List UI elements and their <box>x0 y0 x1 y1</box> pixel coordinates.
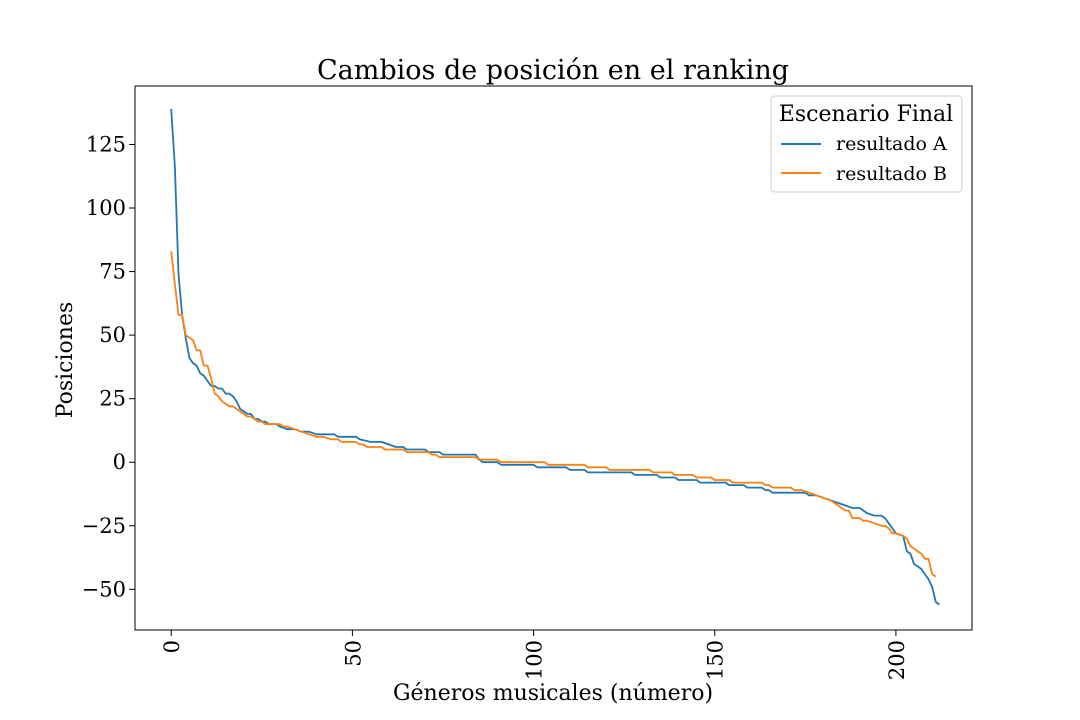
chart-title: Cambios de posición en el ranking <box>317 55 789 86</box>
legend-box <box>770 95 963 193</box>
x-tick-label: 100 <box>523 640 547 680</box>
x-tick-label: 50 <box>341 640 365 667</box>
y-tick-label: −50 <box>82 577 126 601</box>
y-axis-label: Posiciones <box>53 302 78 419</box>
y-tick-label: 100 <box>86 196 126 220</box>
legend-title: Escenario Final <box>779 102 953 127</box>
x-tick-label: 0 <box>160 640 184 653</box>
series-line-resultado-b <box>170 251 937 578</box>
legend-label-resultado-a: resultado A <box>836 133 947 155</box>
y-tick-label: 75 <box>99 260 126 284</box>
plot-frame <box>134 85 973 631</box>
legend-label-resultado-b: resultado B <box>836 163 947 185</box>
series-layer <box>170 108 940 606</box>
y-tick-label: 50 <box>99 323 126 347</box>
x-tick-label: 150 <box>704 640 728 680</box>
y-axis: 125 100 75 50 25 0 −25 −50 <box>82 132 135 601</box>
y-tick-label: 0 <box>113 450 126 474</box>
legend: Escenario Final resultado A resultado B <box>770 95 963 193</box>
series-line-resultado-a <box>170 108 940 606</box>
x-axis-label: Géneros musicales (número) <box>393 681 713 706</box>
y-tick-label: −25 <box>82 514 126 538</box>
y-tick-label: 125 <box>86 132 126 156</box>
x-tick-label: 200 <box>885 640 909 680</box>
x-axis: 0 50 100 150 200 <box>160 630 909 680</box>
y-tick-label: 25 <box>99 387 126 411</box>
